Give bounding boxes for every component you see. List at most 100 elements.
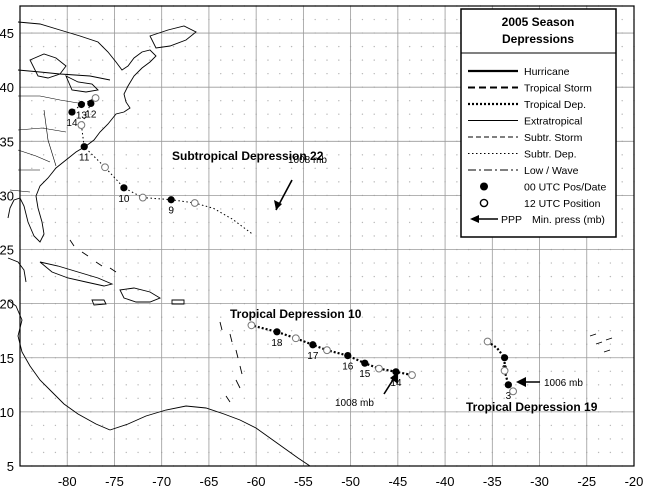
legend-item-subtr-storm: Subtr. Storm [468,132,583,144]
track-point-12utc [500,366,509,375]
track-point-12utc [323,346,331,355]
track-point-12utc [509,387,517,396]
legend-pressure-label: Min. press (mb) [532,214,605,226]
y-tick-label: 5 [7,459,14,474]
legend-item-label: Tropical Dep. [524,99,586,111]
track-date-label: 12 [85,109,97,120]
great-lakes [29,53,99,93]
legend-box [460,8,617,238]
legend-pressure-arrowhead [470,215,479,223]
storm-tracks: 91011121314141516171823 [66,94,517,402]
x-tick-label: -25 [577,474,596,489]
hispaniola [119,287,162,303]
track-point-00utc [273,328,281,336]
pressure-arrowhead-sd22 [274,200,282,210]
legend-item-label: Low / Wave [524,165,579,177]
track-point-00utc [68,108,76,116]
track-point-00utc [504,381,512,389]
legend-item-label: Extratropical [524,116,582,128]
track-point-00utc [309,341,317,349]
legend-items: Hurricane Tropical Storm Tropical Dep. Extr… [468,66,606,210]
legend-item-label: 00 UTC Pos/Date [524,182,606,194]
track-point-00utc [80,143,88,151]
x-tick-label: -45 [388,474,407,489]
track-point-12utc [190,199,199,207]
track-point-12utc [483,337,492,346]
legend-item-label: 12 UTC Position [524,198,601,210]
track-point-12utc [408,371,416,379]
track-point-00utc [77,100,85,109]
track-point-00utc [87,99,95,108]
y-tick-label: 45 [0,26,14,41]
storm-label-sd22: Subtropical Depression 22 [172,149,324,163]
track-point-00utc [500,354,509,362]
central-america [7,299,111,431]
legend-swatch [479,198,489,208]
bahamas [69,239,117,273]
x-tick-label: -20 [625,474,644,489]
pressure-label-td19: 1006 mb [544,378,583,389]
legend-title-1: 2005 Season [502,15,575,29]
y-tick-label: 35 [0,134,14,149]
cape-verde-islands [589,333,613,353]
nova-scotia [149,25,197,49]
x-tick-label: -80 [58,474,77,489]
track-point-12utc [247,321,256,330]
track-date-label: 3 [506,391,512,402]
gulf-coast [7,257,27,283]
track-point-12utc [138,193,147,202]
legend-item-tropical-storm: Tropical Storm [468,83,592,95]
track-date-label: 9 [168,206,174,217]
track-date-label: 14 [66,118,78,129]
latitude-tick-labels: 45 40 35 30 25 20 15 10 5 [0,26,14,474]
north-america-coastline [7,21,157,243]
legend-item-hurricane: Hurricane [468,66,570,78]
track-point-00utc [361,359,369,367]
legend-item-subtr-dep: Subtr. Dep. [468,149,577,161]
pressure-label-sd22: 1008 mb [288,155,327,166]
track-point-12utc [101,163,109,172]
x-tick-label: -55 [294,474,313,489]
legend-item-open-dot: 12 UTC Position [479,198,601,210]
track-point-00utc [167,196,175,204]
track-point-12utc [375,364,383,373]
y-tick-label: 40 [0,80,14,95]
legend-item-extratropical: Extratropical [468,116,582,128]
track-date-label: 15 [359,369,371,380]
track-date-label: 18 [271,338,283,349]
track-date-label: 10 [118,194,130,205]
x-tick-label: -65 [200,474,219,489]
legend-item-label: Tropical Storm [524,83,592,95]
map-frame [19,5,635,467]
storm-label-td10: Tropical Depression 10 [230,307,362,321]
x-tick-label: -35 [483,474,502,489]
jamaica [91,299,107,306]
longitude-tick-labels: -80 -75 -70 -65 -60 -55 -50 -45 -40 -35 -30 -25 -20 [58,474,644,489]
legend-item-label: Subtr. Dep. [524,149,577,161]
legend: 2005 Season Depressions Hurricane Tropica… [460,8,617,238]
legend-pressure-symbol: PPP [501,214,522,226]
state-lines [9,95,85,193]
track-date-label: 13 [76,110,88,121]
legend-item-low-wave: Low / Wave [468,165,579,177]
cuba [39,261,114,287]
south-america-coast [109,405,311,467]
track-point-12utc [77,121,86,129]
storm-track-line [251,324,413,377]
y-tick-label: 15 [0,351,14,366]
y-tick-label: 25 [0,243,14,258]
legend-item-tropical-dep: Tropical Dep. [468,99,586,111]
x-tick-label: -30 [530,474,549,489]
track-date-label: 16 [342,362,354,373]
land-outlines [7,21,613,467]
lesser-antilles [219,321,243,403]
legend-swatch [480,182,488,191]
track-point-12utc [291,334,300,343]
legend-item-filled-dot: 00 UTC Pos/Date [480,182,606,194]
track-point-00utc [344,352,352,360]
track-date-label: 11 [79,153,90,164]
x-tick-label: -75 [105,474,124,489]
pressure-label-td10: 1008 mb [335,398,374,409]
track-date-label: 17 [307,351,319,362]
